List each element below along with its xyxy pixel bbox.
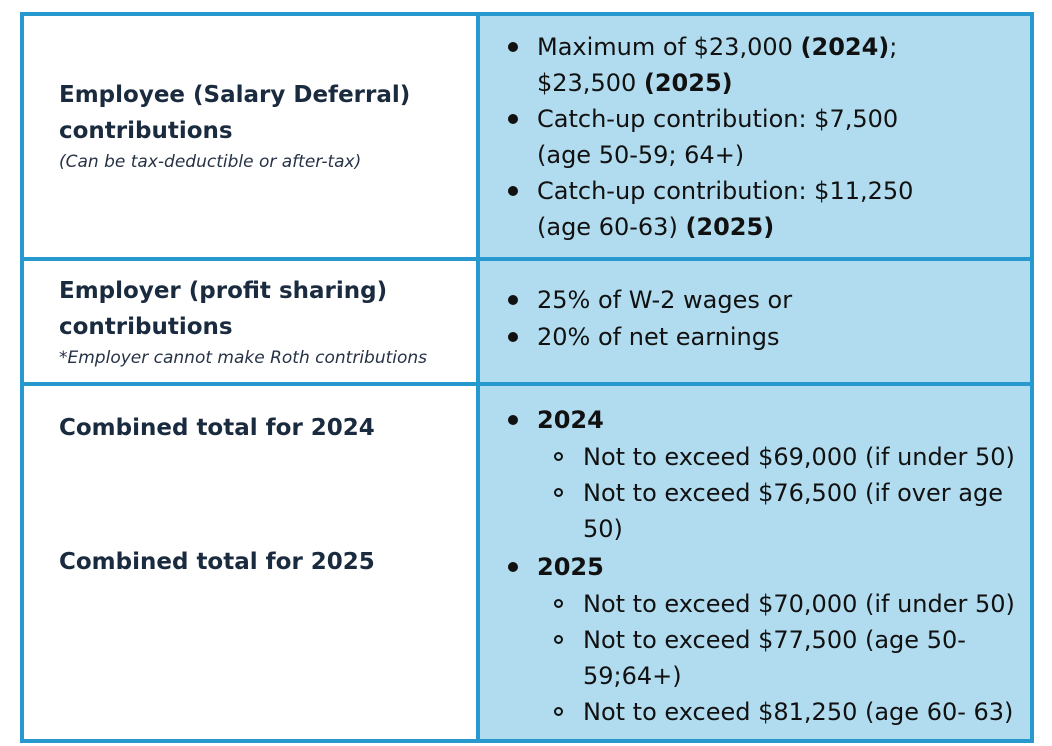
row-detail-cell: Maximum of $23,000 (2024); $23,500 (2025… — [480, 16, 1030, 257]
list-item: Catch-up contribution: $11,250 — [537, 177, 914, 205]
list-item: Maximum of $23,000 (2024); — [537, 33, 898, 61]
bullet-disc-icon — [508, 186, 518, 196]
row-heading-2024: Combined total for 2024 — [59, 415, 375, 441]
bullet-circle-icon — [554, 452, 563, 461]
contribution-limits-table: Employee (Salary Deferral) contributions… — [20, 12, 1034, 743]
bullet-disc-icon — [508, 332, 518, 342]
bullet-disc-icon — [508, 114, 518, 124]
table-row-combined: Combined total for 2024 Combined total f… — [24, 386, 1030, 739]
row-header-cell: Employer (profit sharing) contributions … — [24, 261, 480, 382]
row-heading: Employer (profit sharing) — [59, 278, 388, 304]
list-item: Not to exceed $70,000 (if under 50) — [583, 590, 1015, 618]
list-item: 25% of W-2 wages or — [537, 286, 793, 314]
list-item: Not to exceed $76,500 (if over age — [583, 479, 1003, 507]
row-heading: contributions — [59, 118, 233, 144]
row-heading: contributions — [59, 314, 233, 340]
row-note: *Employer cannot make Roth contributions — [59, 348, 428, 368]
list-item: Not to exceed $69,000 (if under 50) — [583, 443, 1015, 471]
table-row-employer: Employer (profit sharing) contributions … — [24, 261, 1030, 386]
row-header-cell: Combined total for 2024 Combined total f… — [24, 386, 480, 739]
row-heading: Employee (Salary Deferral) — [59, 82, 411, 108]
bullet-disc-icon — [508, 562, 518, 572]
bullet-circle-icon — [554, 635, 563, 644]
list-item: Catch-up contribution: $7,500 — [537, 105, 899, 133]
list-item-continuation: (age 50-59; 64+) — [537, 141, 745, 169]
row-heading-2025: Combined total for 2025 — [59, 549, 375, 575]
list-item-continuation: $23,500 (2025) — [537, 69, 733, 97]
list-item: Not to exceed $77,500 (age 50- — [583, 626, 966, 654]
bullet-disc-icon — [508, 42, 518, 52]
year-label-2025: 2025 — [537, 553, 604, 581]
bullet-disc-icon — [508, 295, 518, 305]
list-item-continuation: 50) — [583, 515, 623, 543]
bullet-circle-icon — [554, 488, 563, 497]
list-item-continuation: (age 60-63) (2025) — [537, 213, 775, 241]
bullet-circle-icon — [554, 707, 563, 716]
row-note: (Can be tax-deductible or after-tax) — [59, 152, 362, 172]
bullet-circle-icon — [554, 599, 563, 608]
row-header-cell: Employee (Salary Deferral) contributions… — [24, 16, 480, 257]
list-item: 20% of net earnings — [537, 323, 780, 351]
bullet-disc-icon — [508, 415, 518, 425]
table-row-employee: Employee (Salary Deferral) contributions… — [24, 16, 1030, 261]
row-detail-cell: 2024 Not to exceed $69,000 (if under 50)… — [480, 386, 1030, 739]
year-label-2024: 2024 — [537, 406, 604, 434]
list-item: Not to exceed $81,250 (age 60- 63) — [583, 698, 1014, 726]
row-detail-cell: 25% of W-2 wages or 20% of net earnings — [480, 261, 1030, 382]
list-item-continuation: 59;64+) — [583, 662, 682, 690]
